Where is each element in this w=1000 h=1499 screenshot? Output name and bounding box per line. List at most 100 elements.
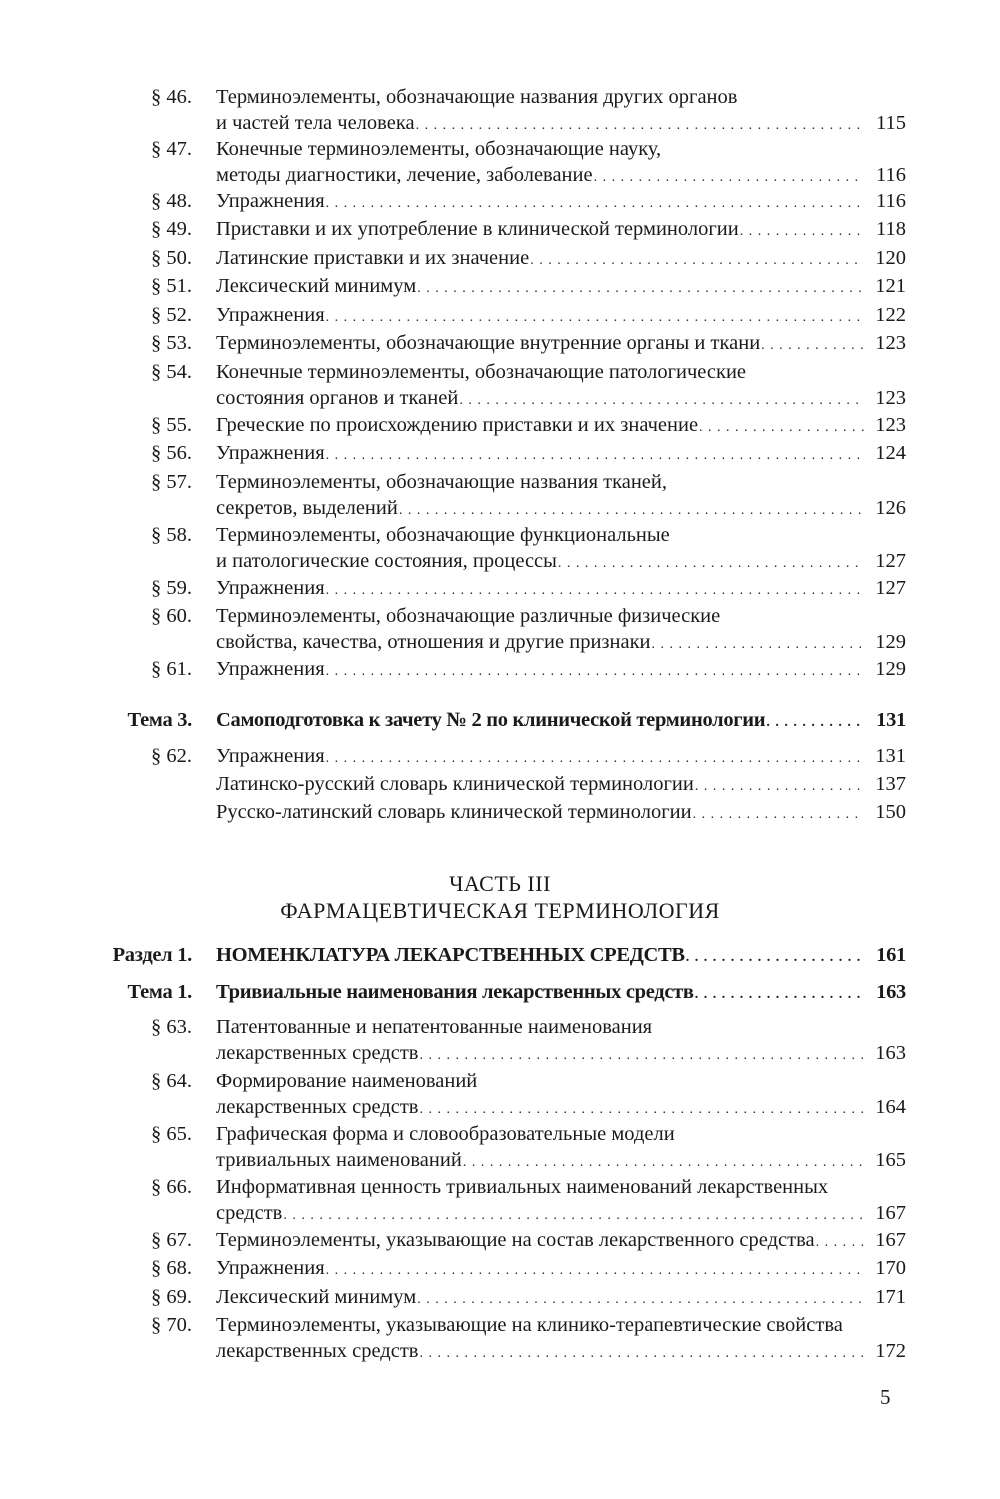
section-number: § 62.: [151, 745, 192, 767]
entry-title: лекарственных средств: [216, 1095, 419, 1118]
dot-leader: . . . . . . . . . . . . . . . . . . . . …: [325, 310, 864, 325]
page-ref: 118: [876, 218, 906, 240]
page-ref: 127: [875, 549, 906, 572]
section-number: § 54.: [151, 361, 192, 383]
entry-title-line: Конечные терминоэлементы, обозначающие п…: [216, 361, 747, 383]
entry-title: тривиальных наименований: [216, 1148, 462, 1171]
page-ref: 126: [875, 496, 906, 519]
page-ref: 164: [875, 1095, 906, 1118]
dot-leader: . . . . . . . . . . . . . . . . . . . . …: [325, 751, 864, 766]
dot-leader: . . . . . . . . . . . . . . . . . . . . …: [417, 281, 864, 296]
entry-title: Упражнения: [216, 190, 325, 212]
dot-leader: . . . . . . . . . . . . . . . . . . . . …: [398, 502, 864, 518]
dot-leader: . . . . . . . . . . . . . . . . . . . . …: [325, 1263, 864, 1278]
dot-leader: . . . . . . . . . . . . . . . . . . . . …: [462, 1154, 864, 1170]
section-number: § 58.: [151, 524, 192, 546]
entry-title: Лексический минимум: [216, 275, 417, 297]
page-ref: 116: [876, 163, 906, 186]
entry-title-line: Графическая форма и словообразовательные…: [216, 1123, 675, 1145]
page-ref: 123: [875, 386, 906, 409]
entry-title-line: Терминоэлементы, обозначающие названия д…: [216, 86, 738, 108]
entry-title: Упражнения: [216, 745, 325, 767]
entry-title: Упражнения: [216, 304, 325, 326]
page-ref: 167: [875, 1201, 906, 1224]
dot-leader: . . . . . . . . . . . . . . . . . . . . …: [699, 420, 864, 435]
entry-title: и частей тела человека: [216, 111, 415, 134]
entry-title: Терминоэлементы, указывающие на состав л…: [216, 1229, 815, 1251]
dot-leader: . . . . . . . . . . . . . . . . . . . . …: [325, 448, 864, 463]
page-ref: 170: [875, 1257, 906, 1279]
entry-title: Приставки и их употребление в клиническо…: [216, 218, 739, 240]
entry-title: Упражнения: [216, 577, 325, 599]
page-ref: 161: [876, 944, 906, 966]
dot-leader: . . . . . . . . . . . . . . . . . . . . …: [415, 117, 864, 133]
dot-leader: . . . . . . . . . . . . . . . . . . . . …: [761, 338, 864, 353]
entry-title: Тривиальные наименования лекарственных с…: [216, 981, 694, 1003]
entry-title: средств: [216, 1201, 283, 1224]
dot-leader: . . . . . . . . . . . . . . . . . . . . …: [417, 1292, 864, 1307]
page-ref: 137: [875, 773, 906, 795]
entry-title: НОМЕНКЛАТУРА ЛЕКАРСТВЕННЫХ СРЕДСТВ: [216, 944, 685, 966]
entry-title: Русско-латинский словарь клинической тер…: [216, 801, 692, 823]
entry-title-line: Конечные терминоэлементы, обозначающие н…: [216, 138, 662, 160]
entry-title: Упражнения: [216, 1257, 325, 1279]
entry-title: Латинские приставки и их значение: [216, 247, 530, 269]
entry-title: методы диагностики, лечение, заболевание: [216, 163, 593, 186]
entry-title-line: Патентованные и непатентованные наименов…: [216, 1016, 653, 1038]
page-ref: 115: [876, 111, 906, 134]
entry-title-line: Терминоэлементы, обозначающие различные …: [216, 605, 721, 627]
entry-title-line: Терминоэлементы, обозначающие функционал…: [216, 524, 670, 546]
dot-leader: . . . . . . . . . . . . . . . . . . . . …: [530, 253, 864, 268]
section-number: § 69.: [151, 1286, 192, 1308]
page-ref: 120: [875, 247, 906, 269]
entry-title: состояния органов и тканей: [216, 386, 459, 409]
page-ref: 124: [875, 442, 906, 464]
part-title: ЧАСТЬ III: [449, 871, 551, 896]
page-ref: 127: [875, 577, 906, 599]
entry-title: лекарственных средств: [216, 1041, 419, 1064]
section-number: § 64.: [151, 1070, 192, 1092]
entry-title: Греческие по происхождению приставки и и…: [216, 414, 699, 436]
dot-leader: . . . . . . . . . . . . . . . . . . . . …: [694, 779, 864, 794]
entry-title: Латинско-русский словарь клинической тер…: [216, 773, 694, 795]
dot-leader: . . . . . . . . . . . . . . . . . . . . …: [692, 807, 864, 822]
dot-leader: . . . . . . . . . . . . . . . . . . . . …: [557, 555, 864, 571]
entry-title: Упражнения: [216, 658, 325, 680]
entry-title-line: Терминоэлементы, обозначающие названия т…: [216, 471, 667, 493]
page-ref: 123: [875, 414, 906, 436]
entry-title-line: Терминоэлементы, указывающие на клинико-…: [216, 1314, 843, 1336]
dot-leader: . . . . . . . . . . . . . . . . . . . . …: [685, 950, 864, 965]
entry-title: свойства, качества, отношения и другие п…: [216, 630, 651, 653]
dot-leader: . . . . . . . . . . . . . . . . . . . . …: [739, 224, 864, 239]
section-number: § 60.: [151, 605, 192, 627]
page-ref: 163: [875, 1041, 906, 1064]
section-number: § 59.: [151, 577, 192, 599]
page-ref: 131: [876, 709, 906, 731]
entry-title: Терминоэлементы, обозначающие внутренние…: [216, 332, 761, 354]
part-subtitle: ФАРМАЦЕВТИЧЕСКАЯ ТЕРМИНОЛОГИЯ: [280, 898, 720, 923]
dot-leader: . . . . . . . . . . . . . . . . . . . . …: [325, 583, 864, 598]
section-number: § 61.: [151, 658, 192, 680]
section-number: § 70.: [151, 1314, 192, 1336]
page-ref: 129: [875, 630, 906, 653]
dot-leader: . . . . . . . . . . . . . . . . . . . . …: [419, 1345, 864, 1361]
dot-leader: . . . . . . . . . . . . . . . . . . . . …: [459, 392, 864, 408]
entry-title: секретов, выделений: [216, 496, 398, 519]
section-number: § 67.: [151, 1229, 192, 1251]
section-number: Раздел 1.: [112, 944, 193, 966]
entry-title-line: Формирование наименований: [216, 1070, 478, 1092]
section-number: § 50.: [151, 247, 192, 269]
section-number: § 49.: [151, 218, 192, 240]
page-number: 5: [880, 1385, 891, 1409]
page-ref: 171: [875, 1286, 906, 1308]
page-ref: 150: [875, 801, 906, 823]
section-number: § 46.: [151, 86, 192, 108]
section-number: § 51.: [151, 275, 192, 297]
section-number: § 68.: [151, 1257, 192, 1279]
entry-title: Упражнения: [216, 442, 325, 464]
section-number: § 56.: [151, 442, 192, 464]
page-ref: 163: [876, 981, 906, 1003]
entry-title: и патологические состояния, процессы: [216, 549, 557, 572]
dot-leader: . . . . . . . . . . . . . . . . . . . . …: [419, 1047, 864, 1063]
page-ref: 121: [875, 275, 906, 297]
